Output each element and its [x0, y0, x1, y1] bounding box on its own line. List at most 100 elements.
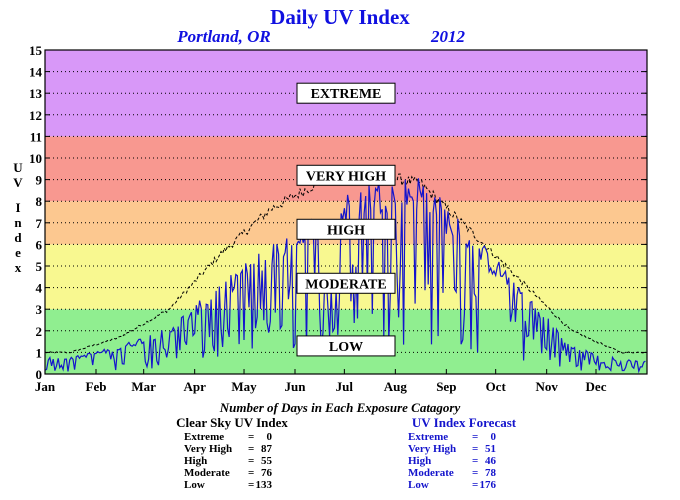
stats-row-value: 133	[256, 479, 273, 491]
stats-row-eq: =	[248, 467, 254, 479]
stats-row: Moderate = 78	[408, 467, 497, 479]
x-tick-label: Jan	[35, 379, 56, 394]
x-tick-label: Mar	[131, 379, 156, 394]
stats-row-eq: =	[248, 431, 254, 443]
stats-row-value: 87	[261, 443, 273, 455]
y-tick-label: 15	[29, 43, 43, 58]
y-tick-label: 14	[29, 65, 43, 80]
x-tick-label: Aug	[384, 379, 408, 394]
stats-row: Very High = 51	[408, 443, 496, 455]
y-tick-label: 10	[29, 151, 42, 166]
zone-labels: LOW MODERATE HIGH VERY HIGH EXTREME	[296, 82, 396, 357]
stats-row: High = 46	[408, 455, 497, 467]
stats-row-value: 51	[485, 443, 496, 455]
zone-label-extreme: EXTREME	[296, 82, 396, 104]
x-tick-label: May	[231, 379, 257, 394]
zone-label-text: VERY HIGH	[306, 169, 386, 184]
svg-text:e: e	[15, 245, 21, 260]
stats-row: Low = 133	[184, 479, 273, 491]
stats-row-label: Low	[184, 479, 205, 491]
stats-row-label: Very High	[184, 443, 232, 455]
stats-row-value: 176	[480, 479, 497, 491]
y-tick-label: 12	[29, 108, 42, 123]
stats-row-eq: =	[248, 455, 254, 467]
stats-row-value: 0	[267, 431, 273, 443]
zone-label-box	[296, 272, 396, 294]
x-tick-label: Nov	[535, 379, 558, 394]
y-tick-label: 2	[36, 324, 43, 339]
stats-row: Extreme = 0	[184, 431, 273, 443]
zone-label-low: LOW	[296, 335, 396, 357]
plot-border	[44, 49, 648, 375]
stats-row-label: Extreme	[184, 431, 224, 443]
stats-row-eq: =	[248, 479, 254, 491]
y-tick-label: 0	[36, 367, 43, 382]
series-line-forecast	[44, 178, 646, 374]
y-tick-label: 6	[36, 237, 43, 252]
svg-text:x: x	[15, 260, 22, 275]
stats-row-eq: =	[472, 443, 478, 455]
zone-label-very-high: VERY HIGH	[296, 164, 396, 186]
x-tick-labels: Jan Feb Mar Apr May Jun Jul Aug Sep Oct Nov Dec	[35, 369, 607, 394]
stats-row-label: Low	[408, 479, 429, 491]
x-tick-label: Jul	[336, 379, 354, 394]
chart-location: Portland, OR	[176, 27, 271, 46]
y-tick-label: 7	[36, 216, 43, 231]
svg-text:n: n	[14, 215, 22, 230]
plot-frame	[44, 49, 648, 375]
y-tick-label: 4	[36, 281, 43, 296]
stats-row-label: Very High	[408, 443, 456, 455]
x-tick-label: Sep	[436, 379, 456, 394]
zone-label-box	[296, 164, 396, 186]
x-tick-label: Jun	[285, 379, 307, 394]
x-tick-label: Feb	[86, 379, 107, 394]
stats-row-eq: =	[472, 479, 478, 491]
y-tick-label: 5	[36, 259, 43, 274]
x-tick-label: Apr	[183, 379, 206, 394]
stats-row-eq: =	[248, 443, 254, 455]
stats-row: High = 55	[184, 455, 273, 467]
stats-row-label: High	[184, 455, 207, 467]
zone-label-box	[296, 218, 396, 240]
x-tick-label: Dec	[586, 379, 607, 394]
stats-heading: Number of Days in Each Exposure Catagory	[219, 400, 461, 415]
zone-label-box	[296, 82, 396, 104]
y-tick-label: 13	[29, 86, 43, 101]
chart-year: 2012	[430, 27, 466, 46]
stats-row-value: 46	[485, 455, 497, 467]
zone-label-text: LOW	[329, 340, 363, 355]
y-tick-label: 1	[36, 345, 43, 360]
svg-text:U: U	[13, 160, 23, 175]
forecast-title: UV Index Forecast	[412, 415, 517, 430]
svg-text:I: I	[15, 200, 20, 215]
clear-sky-title: Clear Sky UV Index	[176, 415, 288, 430]
y-axis-label: U V I n d e x	[13, 160, 23, 275]
svg-text:V: V	[13, 175, 23, 190]
zone-label-text: EXTREME	[311, 87, 382, 102]
stats-row-label: Extreme	[408, 431, 448, 443]
zone-label-box	[296, 335, 396, 357]
zone-label-text: HIGH	[327, 223, 365, 238]
zone-label-high: HIGH	[296, 218, 396, 240]
stats-row-eq: =	[472, 467, 478, 479]
svg-text:d: d	[14, 230, 22, 245]
stats-row-value: 78	[485, 467, 497, 479]
stats-row-label: Moderate	[408, 467, 454, 479]
zone-label-moderate: MODERATE	[296, 272, 396, 294]
stats-row: Extreme = 0	[408, 431, 497, 443]
stats-row-eq: =	[472, 455, 478, 467]
stats-row-value: 0	[491, 431, 497, 443]
stats-row-eq: =	[472, 431, 478, 443]
stats-row-value: 55	[261, 455, 273, 467]
stats-row-value: 76	[261, 467, 273, 479]
chart-title: Daily UV Index	[270, 5, 410, 29]
zone-label-text: MODERATE	[305, 277, 386, 292]
stats-row-label: High	[408, 455, 431, 467]
y-tick-label: 3	[36, 302, 43, 317]
y-tick-label: 11	[30, 129, 42, 144]
y-tick-label: 8	[36, 194, 43, 209]
stats-row-label: Moderate	[184, 467, 230, 479]
y-tick-label: 9	[36, 173, 43, 188]
